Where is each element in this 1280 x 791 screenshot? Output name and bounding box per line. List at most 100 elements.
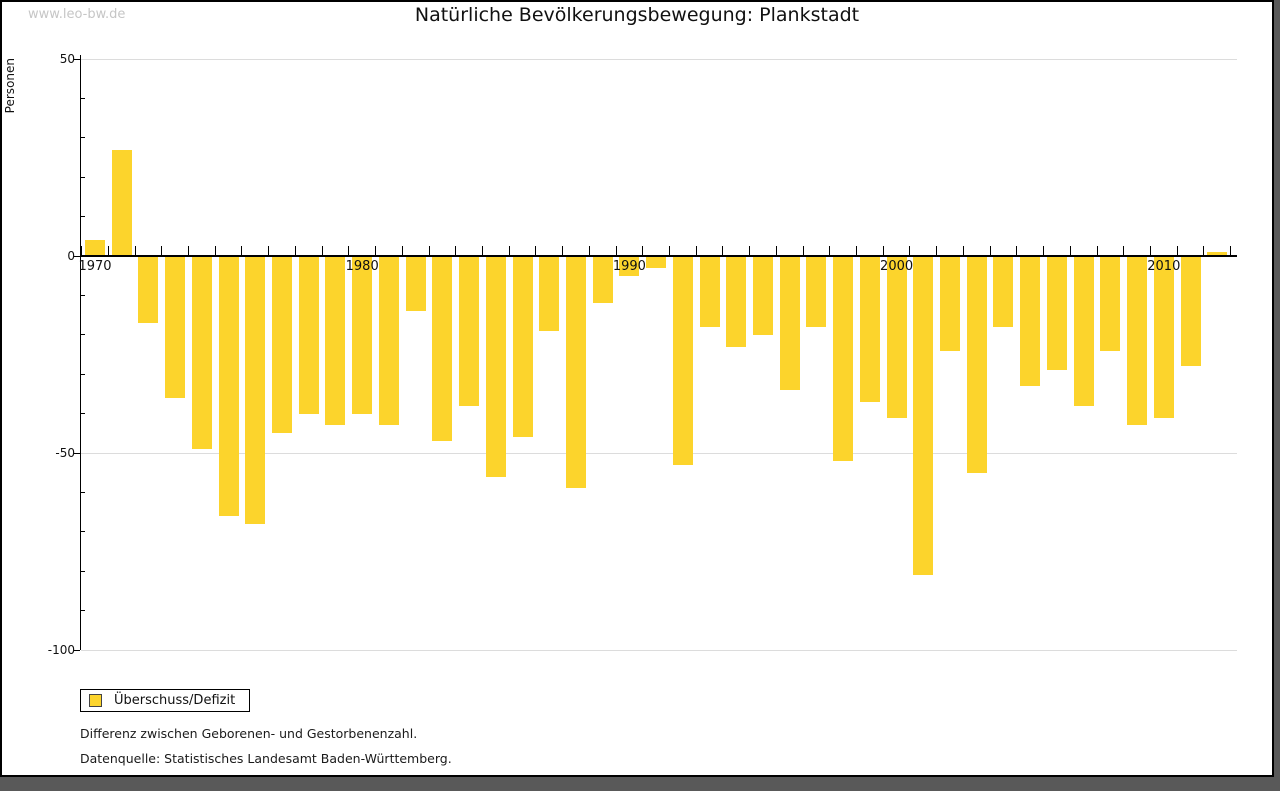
x-axis-tick [321,246,323,256]
gridline--50 [81,452,1237,454]
x-axis-tick [722,246,724,256]
chart-title: Natürliche Bevölkerungsbewegung: Plankst… [414,4,860,26]
bar-1978 [298,256,319,414]
x-axis-tick [188,246,190,256]
y-tick--100 [74,649,80,651]
bar-1982 [405,256,426,312]
bar-2005 [1020,256,1041,387]
y-tick-0 [74,255,80,257]
x-axis-tick [1016,246,1018,256]
y-minor-tick--30 [81,373,85,375]
plot-area: 50 0 -50 -100 1970 1980 1990 2000 2010 [47,52,1237,657]
legend-swatch-icon [89,694,102,707]
y-minor-tick-40 [81,97,85,99]
y-minor-tick--10 [81,294,85,296]
y-tick--50 [74,452,80,454]
bar-2002 [940,256,961,351]
bar-1987 [539,256,560,331]
x-axis-tick [802,246,804,256]
bar-1995 [753,256,773,335]
x-axis-tick [508,246,510,256]
bar-1981 [378,256,399,426]
x-axis-tick [749,246,751,256]
x-axis-tick [161,246,163,256]
y-tick-label--50: -50 [55,446,75,460]
x-axis-tick [1203,246,1205,256]
x-axis-tick [668,246,670,256]
x-axis-tick [107,246,109,256]
x-axis-tick [1176,246,1178,256]
watermark: www.leo-bw.de [28,7,126,22]
bar-2007 [1073,256,1094,406]
gridline--100 [81,649,1237,651]
x-axis-tick [989,246,991,256]
bar-2012 [1207,252,1228,256]
x-axis-tick [1149,246,1151,256]
x-axis-tick [882,246,884,256]
bar-1986 [512,256,533,438]
x-axis-tick [268,246,270,256]
x-axis-tick [375,246,377,256]
legend-label: Überschuss/Defizit [114,693,236,708]
y-minor-tick--80 [81,570,85,572]
x-axis-tick [294,246,296,256]
x-axis-tick [481,246,483,256]
bar-2010 [1153,256,1174,418]
bar-1971 [111,149,132,256]
footnote-definition: Differenz zwischen Geborenen- und Gestor… [80,726,418,741]
bar-1973 [165,256,186,398]
x-axis-line [81,255,1237,257]
y-axis-label: Personen [3,58,17,114]
y-tick-50 [74,58,80,60]
x-axis-tick [81,246,83,256]
x-axis-tick [615,246,617,256]
x-axis-tick [936,246,938,256]
bar-2003 [966,256,987,473]
bar-1970 [85,240,105,256]
bar-2006 [1046,256,1067,371]
x-tick-label-1970: 1970 [78,259,112,274]
x-axis-tick [856,246,858,256]
bar-1990 [619,256,640,276]
x-axis-tick [695,246,697,256]
x-axis-tick [1069,246,1071,256]
y-minor-tick-20 [81,176,85,178]
y-tick-label-50: 50 [59,52,75,66]
bar-1997 [806,256,827,327]
x-axis-tick [535,246,537,256]
bar-1998 [833,256,854,461]
y-minor-tick--40 [81,413,85,415]
bar-2009 [1127,256,1148,426]
x-tick-label-2000: 2000 [880,259,914,274]
x-axis-tick [562,246,564,256]
bar-1994 [726,256,747,347]
x-axis-tick [134,246,136,256]
bar-1989 [592,256,613,304]
y-minor-tick--70 [81,531,85,533]
chart-page: www.leo-bw.de Natürliche Bevölkerungsbew… [0,0,1274,777]
x-axis-tick [214,246,216,256]
legend: Überschuss/Defizit [80,689,250,712]
x-axis-tick [1123,246,1125,256]
bar-1985 [485,256,506,477]
bar-1977 [272,256,293,434]
y-minor-tick--20 [81,334,85,336]
bar-1974 [191,256,212,450]
bar-2004 [993,256,1014,327]
x-tick-label-2010: 2010 [1147,259,1181,274]
bar-1980 [352,256,373,414]
bar-2001 [913,256,934,576]
footnote-source: Datenquelle: Statistisches Landesamt Bad… [80,751,452,766]
bar-1979 [325,256,346,426]
bar-1992 [672,256,693,465]
bar-1988 [565,256,586,489]
x-axis-tick [1043,246,1045,256]
y-tick-label--100: -100 [47,643,75,657]
bar-1999 [859,256,880,402]
x-axis-tick [1096,246,1098,256]
bar-2000 [886,256,907,418]
x-axis-tick [642,246,644,256]
x-axis-tick [401,246,403,256]
bar-1993 [699,256,720,327]
x-axis-tick [829,246,831,256]
